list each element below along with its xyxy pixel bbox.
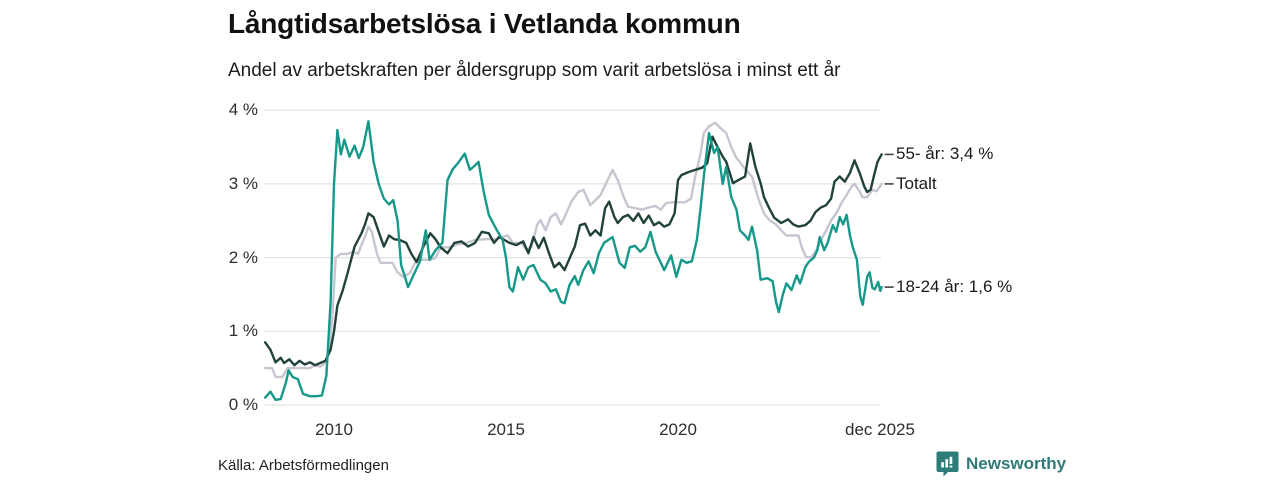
line-55-år [264,135,883,367]
y-tick-label-4: 4 % [228,100,258,119]
y-tick-label-0: 0 % [228,395,258,414]
x-tick-label-2015: 2015 [487,420,525,439]
newsworthy-logo: Newsworthy [936,451,1066,477]
x-tick-label-2010: 2010 [315,420,353,439]
y-tick-label-1: 1 % [228,321,258,340]
line-Totalt [264,121,883,379]
source-label: Källa: Arbetsförmedlingen [218,457,389,474]
x-tick-label-dec-2025: dec 2025 [845,420,915,439]
y-tick-label-3: 3 % [228,174,258,193]
newsworthy-wordmark: Newsworthy [966,454,1067,473]
line-18-24år [264,120,883,401]
series-label-55plus: 55- år: 3,4 % [896,144,994,163]
x-tick-label-2020: 2020 [659,420,697,439]
y-tick-label-2: 2 % [228,248,258,267]
chart-subtitle: Andel av arbetskraften per åldersgrupp s… [228,60,841,81]
chart-title: Långtidsarbetslösa i Vetlanda kommun [228,8,741,39]
newsworthy-bar-chart-pin-icon [936,451,959,477]
series-label-18-24: 18-24 år: 1,6 % [896,277,1013,296]
series-label-totalt: Totalt [896,174,937,193]
